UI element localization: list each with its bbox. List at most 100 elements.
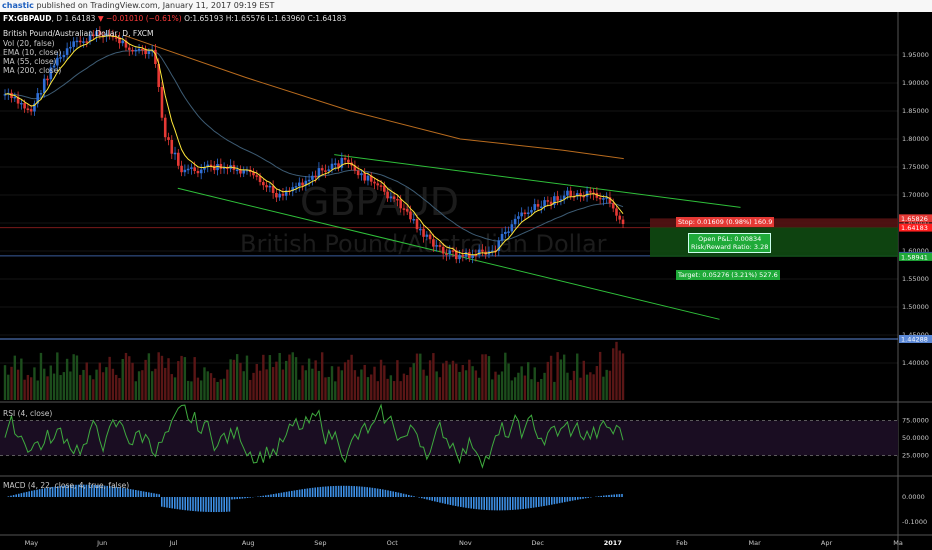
open-value: O:1.65193 <box>184 14 224 23</box>
volume-bar <box>602 376 605 400</box>
publisher-name[interactable]: chastic <box>2 1 34 10</box>
macd-bar <box>194 497 197 512</box>
price-axis[interactable]: 1.95000 1.90000 1.85000 1.80000 1.75000 1.700… <box>899 51 932 367</box>
close-value: C:1.64183 <box>307 14 347 23</box>
candle-body <box>186 168 190 171</box>
candle-body <box>101 35 105 38</box>
macd-bar <box>454 497 457 506</box>
candle-body <box>307 179 311 182</box>
macd-bar <box>519 497 522 510</box>
macd-bar <box>265 495 267 497</box>
volume-bar <box>608 370 612 400</box>
candle-body <box>549 201 553 205</box>
volume-bar <box>425 375 429 400</box>
volume-bar <box>458 371 461 400</box>
macd-bar <box>548 497 550 506</box>
macd-bar <box>70 485 72 497</box>
candle-body <box>582 195 586 198</box>
ma200-line <box>123 34 624 160</box>
candle-body <box>284 190 288 196</box>
price-badge <box>899 334 932 343</box>
macd-bar <box>226 497 228 512</box>
candle-body <box>95 31 98 37</box>
macd-bar <box>200 497 202 512</box>
volume-bar <box>412 363 415 400</box>
macd-bar <box>233 497 236 500</box>
candle-body <box>441 246 445 254</box>
candle-body <box>383 185 386 192</box>
volume-bar <box>438 377 442 400</box>
candle-body <box>333 163 337 165</box>
legend-ma55[interactable]: MA (55, close) <box>3 57 57 66</box>
legend-vol[interactable]: Vol (20, false) <box>3 39 55 48</box>
symbol-label[interactable]: FX:GBPAUD <box>3 14 52 23</box>
target-label[interactable]: Target: 0.05276 (3.21%) 527.6 <box>676 270 780 280</box>
candle-body <box>595 192 599 198</box>
candle-body <box>39 93 43 95</box>
volume-bar <box>432 353 435 400</box>
candle-body <box>167 137 170 140</box>
price-tick-label: 1.70000 <box>902 191 929 199</box>
time-axis[interactable]: May Jun Jul Aug Sep Oct Nov Dec 2017 Feb Mar Apr Ma <box>25 539 903 547</box>
volume-bar <box>585 374 589 400</box>
price-tick-label: 1.55000 <box>902 275 929 283</box>
stop-label[interactable]: Stop: 0.01609 (0.98%) 160.9 <box>676 217 775 227</box>
candle-body <box>124 40 128 48</box>
candle-body <box>543 200 546 207</box>
candle-body <box>33 103 36 112</box>
candle-body <box>418 228 422 231</box>
macd-bar <box>309 488 311 497</box>
candle-body <box>363 173 366 181</box>
volume-bar <box>128 356 131 400</box>
volume-bar <box>311 368 314 400</box>
macd-bar <box>569 497 571 502</box>
macd-label[interactable]: MACD (4, 22, close, 4, true, false) <box>3 481 130 490</box>
ma200-path <box>123 34 624 160</box>
macd-bar <box>543 497 545 507</box>
macd-bar <box>428 497 431 501</box>
candle-body <box>621 219 625 225</box>
volume-bar <box>216 381 219 400</box>
macd-bar <box>293 490 296 497</box>
macd-bar <box>33 490 36 497</box>
macd-bar <box>389 490 392 497</box>
trend-channel[interactable] <box>177 154 741 320</box>
candle-body <box>173 152 177 155</box>
volume-bar <box>232 359 236 400</box>
macd-bar <box>187 497 189 511</box>
macd-bar <box>504 497 506 511</box>
candle-body <box>170 139 174 154</box>
volume-bar <box>350 354 353 400</box>
candle-body <box>91 34 95 37</box>
price-tick-label: 1.75000 <box>902 163 929 171</box>
volume-bar <box>183 357 187 400</box>
macd-bar <box>332 486 335 497</box>
macd-bar <box>509 497 511 511</box>
candle-body <box>490 250 494 253</box>
volume-bar <box>219 379 223 400</box>
candle-body <box>157 63 160 87</box>
volume-bar <box>7 374 10 400</box>
volume-bar <box>121 359 124 400</box>
macd-bar <box>540 497 543 507</box>
candle-body <box>209 164 213 167</box>
volume-bar <box>271 367 275 400</box>
volume-bar <box>193 357 196 400</box>
candle-body <box>402 208 406 210</box>
macd-bar <box>15 494 17 497</box>
legend-ma200[interactable]: MA (200, close) <box>3 66 62 75</box>
macd-bar <box>499 497 501 511</box>
macd-bar <box>20 493 23 497</box>
publish-info: published on TradingView.com, January 11… <box>36 1 275 10</box>
pnl-box[interactable]: Open P&L: 0.00834 Risk/Reward Ratio: 3.2… <box>688 233 772 253</box>
volume-bar <box>569 380 572 400</box>
rsi-label[interactable]: RSI (4, close) <box>3 409 53 418</box>
legend-ema[interactable]: EMA (10, close) <box>3 48 62 57</box>
volume-bar <box>343 362 347 400</box>
candle-body <box>602 198 605 200</box>
volume-bar <box>268 355 272 400</box>
macd-bar <box>353 486 355 497</box>
volume-bar <box>527 362 530 400</box>
macd-bar <box>262 495 264 497</box>
